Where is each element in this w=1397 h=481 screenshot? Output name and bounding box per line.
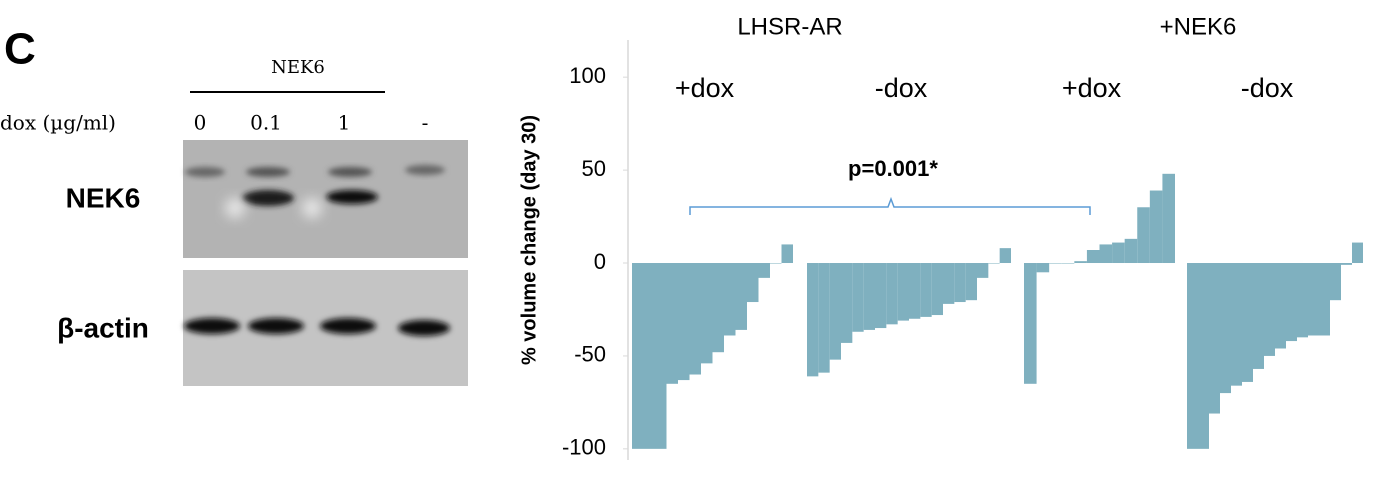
- bar: [632, 263, 644, 449]
- bar: [1275, 263, 1286, 348]
- bar: [830, 263, 841, 360]
- y-tick-label: 50: [582, 156, 606, 181]
- group-title: LHSR-AR: [737, 13, 842, 40]
- group-title: +NEK6: [1160, 13, 1237, 40]
- y-tick-label: -50: [574, 342, 606, 367]
- bar: [701, 263, 713, 363]
- bar: [932, 263, 943, 315]
- bar: [1062, 263, 1075, 264]
- p-value: p=0.001*: [848, 156, 938, 181]
- bar: [1137, 207, 1150, 263]
- bar: [759, 263, 771, 278]
- bar: [1125, 239, 1138, 263]
- bar: [988, 263, 999, 264]
- bar: [852, 263, 863, 332]
- bar: [898, 263, 909, 321]
- blot-row-label: β-actin: [57, 312, 149, 343]
- significance-bracket: [690, 199, 1090, 215]
- bar: [966, 263, 977, 300]
- bar: [1220, 263, 1231, 393]
- bar: [1187, 263, 1198, 449]
- bar: [807, 263, 818, 376]
- bar: [1330, 263, 1341, 300]
- bar: [747, 263, 759, 302]
- lane-label: 1: [338, 111, 351, 135]
- y-tick-label: -100: [562, 435, 606, 460]
- bar: [1087, 250, 1100, 263]
- lane-label: -: [422, 111, 429, 135]
- bar: [1341, 263, 1352, 265]
- bar: [655, 263, 667, 449]
- y-tick-label: 0: [594, 249, 606, 274]
- lane-label: 0: [194, 111, 207, 135]
- bar: [1074, 261, 1087, 263]
- bar: [1000, 248, 1011, 263]
- blot-nek6: [183, 140, 468, 258]
- figure: C NEK6 dox (µg/ml) 0 0.1 1 - NEK6 β-acti…: [0, 0, 1397, 481]
- bar: [1242, 263, 1253, 382]
- bar: [818, 263, 829, 373]
- bar: [841, 263, 852, 343]
- bar: [943, 263, 954, 304]
- bar: [724, 263, 736, 335]
- panel-label: C: [4, 25, 36, 74]
- bar: [736, 263, 748, 330]
- bar: [875, 263, 886, 328]
- group-label: -dox: [875, 73, 928, 103]
- bar: [954, 263, 965, 302]
- bar: [1264, 263, 1275, 356]
- bar: [1319, 263, 1330, 335]
- group-label: +dox: [675, 73, 735, 103]
- bar: [667, 263, 679, 384]
- blot-header: NEK6: [271, 57, 325, 78]
- blot-row-label: NEK6: [66, 182, 141, 213]
- bar: [909, 263, 920, 319]
- group-label: -dox: [1241, 73, 1294, 103]
- blot-actin: [183, 270, 468, 386]
- bar: [920, 263, 931, 317]
- group-label: +dox: [1062, 73, 1122, 103]
- bar: [1297, 263, 1308, 337]
- bar: [1049, 263, 1062, 264]
- bar: [864, 263, 875, 330]
- bar: [644, 263, 656, 449]
- bar: [690, 263, 702, 375]
- row-label: dox (µg/ml): [0, 111, 116, 135]
- bar: [1100, 244, 1113, 263]
- bar: [770, 263, 782, 264]
- bar: [1112, 243, 1125, 263]
- lane-label: 0.1: [250, 111, 282, 135]
- bar: [1162, 174, 1175, 263]
- bar: [1150, 191, 1163, 263]
- bar: [1209, 263, 1220, 414]
- bar: [886, 263, 897, 324]
- bar: [1198, 263, 1209, 449]
- bar: [1352, 243, 1363, 263]
- y-tick-label: 100: [569, 63, 606, 88]
- bar: [782, 244, 794, 263]
- bar: [1253, 263, 1264, 369]
- bar: [678, 263, 690, 380]
- bar: [977, 263, 988, 278]
- bar: [1231, 263, 1242, 386]
- bar: [1037, 263, 1050, 272]
- bar: [1286, 263, 1297, 341]
- bar: [713, 263, 725, 352]
- bar: [1024, 263, 1037, 384]
- y-axis-label: % volume change (day 30): [518, 115, 540, 365]
- bar: [1308, 263, 1319, 335]
